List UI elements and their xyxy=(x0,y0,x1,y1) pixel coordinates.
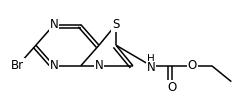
Text: N: N xyxy=(50,18,59,31)
Text: N: N xyxy=(147,61,156,74)
Text: Br: Br xyxy=(11,59,24,72)
Text: H: H xyxy=(147,54,155,64)
Text: N: N xyxy=(50,59,59,72)
Text: N: N xyxy=(95,59,103,72)
Text: S: S xyxy=(112,18,120,31)
Text: O: O xyxy=(188,59,197,72)
Text: O: O xyxy=(167,81,177,94)
